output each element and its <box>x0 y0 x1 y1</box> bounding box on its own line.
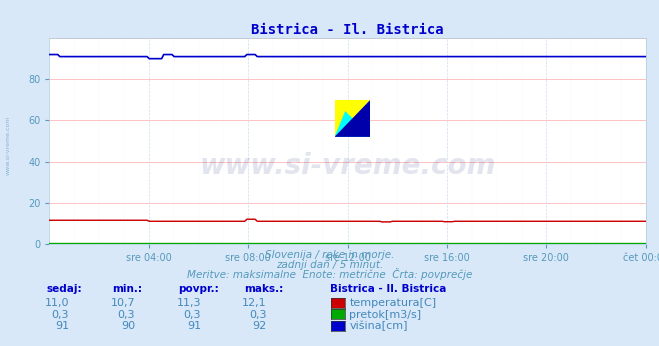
Text: www.si-vreme.com: www.si-vreme.com <box>200 152 496 180</box>
Text: 12,1: 12,1 <box>243 298 267 308</box>
Text: Bistrica - Il. Bistrica: Bistrica - Il. Bistrica <box>330 284 446 294</box>
Polygon shape <box>335 100 370 137</box>
Text: temperatura[C]: temperatura[C] <box>349 298 436 308</box>
Text: 92: 92 <box>252 321 267 331</box>
Text: 11,0: 11,0 <box>45 298 69 308</box>
Text: Meritve: maksimalne  Enote: metrične  Črta: povprečje: Meritve: maksimalne Enote: metrične Črta… <box>186 268 473 280</box>
Polygon shape <box>335 100 370 137</box>
Text: 0,3: 0,3 <box>51 310 69 320</box>
Text: višina[cm]: višina[cm] <box>349 321 408 331</box>
Text: 90: 90 <box>121 321 135 331</box>
Text: 0,3: 0,3 <box>117 310 135 320</box>
Text: 91: 91 <box>55 321 69 331</box>
Polygon shape <box>335 111 370 137</box>
Text: 0,3: 0,3 <box>249 310 267 320</box>
Text: 11,3: 11,3 <box>177 298 201 308</box>
Text: www.si-vreme.com: www.si-vreme.com <box>5 116 11 175</box>
Text: zadnji dan / 5 minut.: zadnji dan / 5 minut. <box>276 260 383 270</box>
Text: Slovenija / reke in morje.: Slovenija / reke in morje. <box>265 250 394 260</box>
Text: min.:: min.: <box>112 284 142 294</box>
Text: povpr.:: povpr.: <box>178 284 219 294</box>
Text: 91: 91 <box>187 321 201 331</box>
Text: 0,3: 0,3 <box>183 310 201 320</box>
Text: maks.:: maks.: <box>244 284 283 294</box>
Title: Bistrica - Il. Bistrica: Bistrica - Il. Bistrica <box>251 23 444 37</box>
Text: 10,7: 10,7 <box>111 298 135 308</box>
Text: pretok[m3/s]: pretok[m3/s] <box>349 310 421 320</box>
Text: sedaj:: sedaj: <box>46 284 82 294</box>
